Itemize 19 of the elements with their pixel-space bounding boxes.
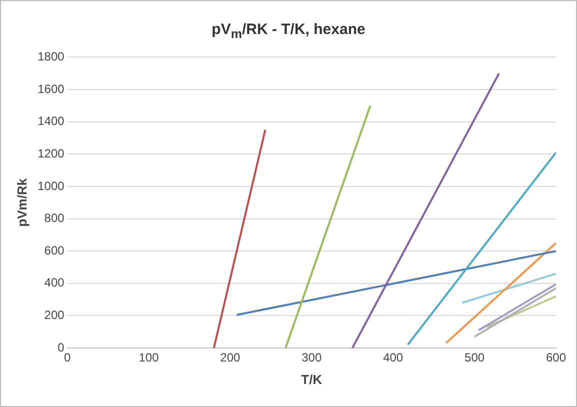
y-tick-label: 1800 bbox=[38, 50, 65, 64]
y-tick-label: 0 bbox=[58, 340, 65, 354]
y-tick-label: 800 bbox=[44, 211, 65, 226]
x-tick-label: 600 bbox=[546, 350, 566, 365]
y-tick-label: 1400 bbox=[38, 114, 65, 128]
x-tick-label: 400 bbox=[383, 350, 404, 365]
y-tick-label: 600 bbox=[44, 243, 65, 258]
y-tick-label: 1600 bbox=[38, 82, 65, 96]
x-tick-label: 100 bbox=[138, 350, 160, 365]
y-axis-title: pVm/Rk bbox=[14, 178, 30, 227]
y-tick-label: 200 bbox=[44, 308, 65, 322]
x-tick-label: 300 bbox=[302, 350, 322, 365]
y-tick-label: 400 bbox=[44, 276, 65, 290]
y-tick-label: 1000 bbox=[38, 178, 65, 193]
x-tick-label: 200 bbox=[220, 350, 241, 365]
x-axis-title: T/K bbox=[301, 372, 323, 387]
y-tick-label: 1200 bbox=[38, 146, 65, 160]
chart-title: pV$_{m}$/RK - T/K, hexane bbox=[210, 21, 366, 41]
x-tick-label: 500 bbox=[464, 350, 485, 365]
